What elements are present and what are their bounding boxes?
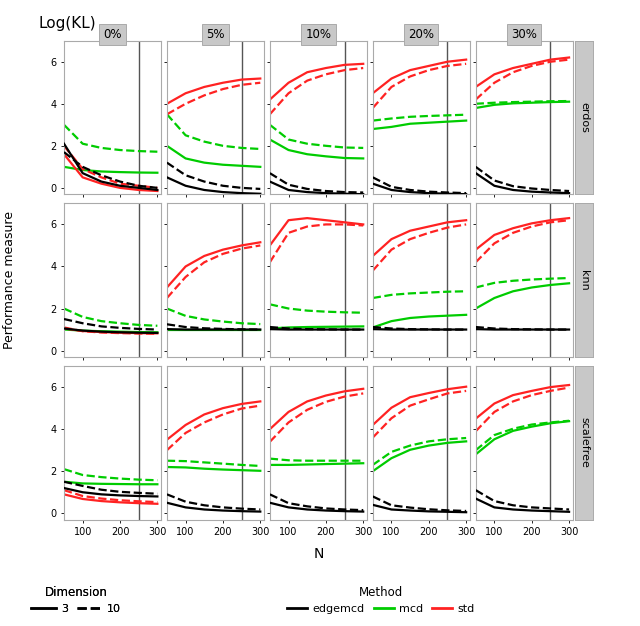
Title: 0%: 0% xyxy=(103,28,122,41)
Legend: 3, 10: 3, 10 xyxy=(31,586,121,614)
Text: Log(KL): Log(KL) xyxy=(38,16,96,31)
Text: scalefree: scalefree xyxy=(579,418,589,468)
Text: erdos: erdos xyxy=(579,102,589,133)
Title: 30%: 30% xyxy=(511,28,537,41)
Title: 5%: 5% xyxy=(206,28,225,41)
Title: 20%: 20% xyxy=(408,28,435,41)
Text: knn: knn xyxy=(579,270,589,290)
Title: 10%: 10% xyxy=(305,28,332,41)
Legend: edgemcd, mcd, std: edgemcd, mcd, std xyxy=(287,586,475,614)
Text: N: N xyxy=(313,547,324,561)
Text: Performance measure: Performance measure xyxy=(3,211,16,349)
